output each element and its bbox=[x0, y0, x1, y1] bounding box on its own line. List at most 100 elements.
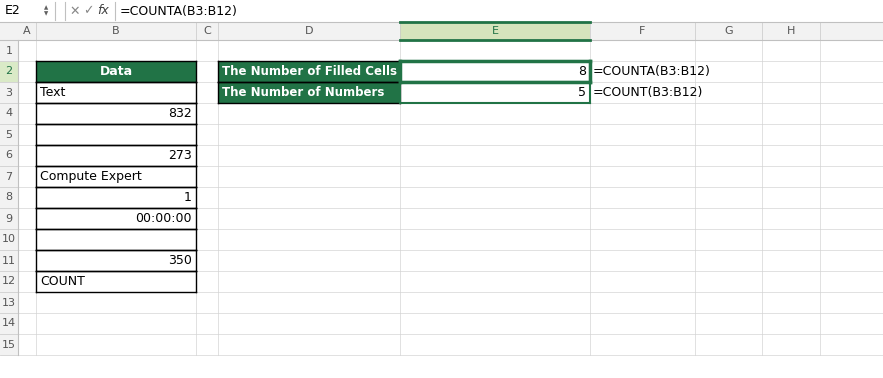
Text: A: A bbox=[23, 26, 31, 36]
Bar bbox=[36, 250, 196, 271]
Bar bbox=[0, 334, 883, 355]
Bar bbox=[0, 22, 883, 40]
Bar bbox=[0, 187, 18, 208]
Text: 14: 14 bbox=[2, 319, 16, 328]
Text: 11: 11 bbox=[2, 256, 16, 265]
Text: 3: 3 bbox=[5, 87, 12, 98]
Text: ▲: ▲ bbox=[44, 6, 49, 11]
Bar bbox=[0, 166, 883, 187]
Bar bbox=[36, 187, 196, 208]
Bar bbox=[0, 229, 18, 250]
Bar bbox=[0, 313, 18, 334]
Bar bbox=[18, 22, 36, 40]
Text: fx: fx bbox=[97, 5, 109, 17]
Text: Data: Data bbox=[100, 65, 132, 78]
Text: 5: 5 bbox=[5, 130, 12, 139]
Bar bbox=[0, 124, 883, 145]
Text: 10: 10 bbox=[2, 234, 16, 245]
Bar bbox=[0, 166, 18, 187]
Bar bbox=[400, 82, 590, 103]
Text: 4: 4 bbox=[5, 108, 12, 118]
Text: 2: 2 bbox=[5, 67, 12, 76]
Text: =COUNT(B3:B12): =COUNT(B3:B12) bbox=[593, 86, 704, 99]
Text: ✓: ✓ bbox=[83, 5, 94, 17]
Text: 273: 273 bbox=[169, 149, 192, 162]
Bar bbox=[36, 124, 196, 145]
Text: D: D bbox=[305, 26, 313, 36]
Bar bbox=[36, 208, 196, 229]
Text: =COUNTA(B3:B12): =COUNTA(B3:B12) bbox=[120, 5, 238, 17]
Text: 8: 8 bbox=[5, 192, 12, 203]
Bar bbox=[0, 187, 883, 208]
Text: ▼: ▼ bbox=[44, 11, 49, 17]
Text: The Number of Numbers: The Number of Numbers bbox=[222, 86, 384, 99]
Text: ✕: ✕ bbox=[70, 5, 80, 17]
Bar bbox=[36, 22, 196, 40]
Bar bbox=[36, 271, 196, 292]
Text: G: G bbox=[724, 26, 733, 36]
Bar bbox=[36, 103, 196, 124]
Text: 5: 5 bbox=[578, 86, 586, 99]
Bar bbox=[0, 313, 883, 334]
Text: H: H bbox=[787, 26, 796, 36]
Bar bbox=[0, 22, 18, 40]
Bar bbox=[590, 22, 695, 40]
Bar bbox=[400, 61, 590, 82]
Bar bbox=[0, 82, 883, 103]
Bar bbox=[196, 22, 218, 40]
Text: Text: Text bbox=[40, 86, 65, 99]
Text: 13: 13 bbox=[2, 297, 16, 307]
Text: 8: 8 bbox=[578, 65, 586, 78]
Bar bbox=[0, 82, 18, 103]
Text: 350: 350 bbox=[168, 254, 192, 267]
Bar bbox=[0, 61, 18, 82]
Bar bbox=[400, 22, 590, 40]
Bar bbox=[0, 292, 18, 313]
Text: 6: 6 bbox=[5, 150, 12, 161]
Bar bbox=[36, 82, 196, 103]
Bar bbox=[36, 166, 196, 187]
Text: 7: 7 bbox=[5, 172, 12, 181]
Bar bbox=[0, 208, 18, 229]
Bar bbox=[0, 208, 883, 229]
Bar bbox=[36, 229, 196, 250]
Bar bbox=[218, 82, 400, 103]
Bar bbox=[0, 334, 18, 355]
Bar bbox=[0, 145, 18, 166]
Text: B: B bbox=[112, 26, 120, 36]
Text: 1: 1 bbox=[185, 191, 192, 204]
Bar bbox=[762, 22, 820, 40]
Text: E2: E2 bbox=[5, 5, 20, 17]
Bar bbox=[0, 271, 18, 292]
Bar bbox=[36, 61, 196, 82]
Bar bbox=[0, 145, 883, 166]
Bar bbox=[0, 229, 883, 250]
Bar bbox=[36, 145, 196, 166]
Bar bbox=[0, 250, 18, 271]
Text: COUNT: COUNT bbox=[40, 275, 85, 288]
Bar bbox=[0, 0, 883, 22]
Bar bbox=[0, 40, 18, 61]
Bar bbox=[218, 22, 400, 40]
Bar bbox=[0, 40, 883, 61]
Bar bbox=[0, 124, 18, 145]
Bar bbox=[0, 292, 883, 313]
Text: C: C bbox=[203, 26, 211, 36]
Bar bbox=[0, 61, 883, 82]
Text: F: F bbox=[639, 26, 645, 36]
Text: 832: 832 bbox=[169, 107, 192, 120]
Bar bbox=[695, 22, 762, 40]
Text: =COUNTA(B3:B12): =COUNTA(B3:B12) bbox=[593, 65, 711, 78]
Text: 1: 1 bbox=[5, 45, 12, 56]
Text: 9: 9 bbox=[5, 214, 12, 223]
Text: E: E bbox=[492, 26, 499, 36]
Bar bbox=[0, 103, 18, 124]
Bar bbox=[0, 250, 883, 271]
Text: Compute Expert: Compute Expert bbox=[40, 170, 142, 183]
Bar bbox=[0, 271, 883, 292]
Text: 12: 12 bbox=[2, 276, 16, 287]
Text: The Number of Filled Cells: The Number of Filled Cells bbox=[222, 65, 397, 78]
Text: 15: 15 bbox=[2, 339, 16, 350]
Bar bbox=[218, 61, 400, 82]
Text: 00:00:00: 00:00:00 bbox=[135, 212, 192, 225]
